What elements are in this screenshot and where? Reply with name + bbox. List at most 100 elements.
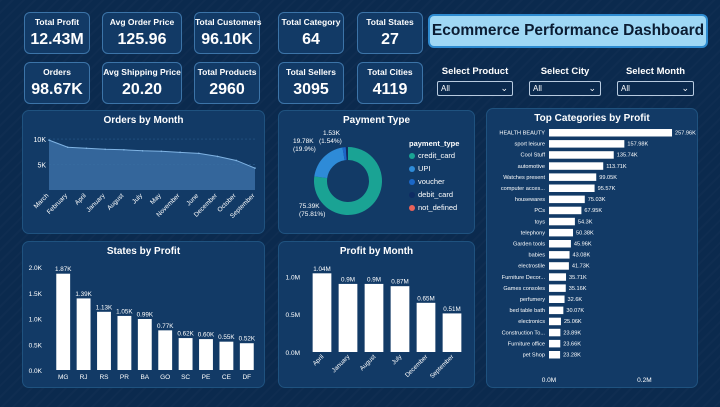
bar-value-label: 50.38K bbox=[576, 230, 594, 236]
bar-value-label: 0.77K bbox=[157, 323, 174, 330]
kpi-total-sellers: Total Sellers 3095 bbox=[278, 62, 344, 104]
x-tick-label: RJ bbox=[80, 374, 88, 381]
top-categories-panel: Top Categories by Profit HEALTH BEAUTY 25… bbox=[486, 108, 698, 388]
category-label: automotive bbox=[518, 164, 545, 170]
category-label: PCs bbox=[534, 208, 545, 214]
bar-value-label: 0.9M bbox=[341, 276, 355, 283]
category-bar bbox=[549, 129, 673, 137]
x-tick-label: August bbox=[359, 353, 378, 372]
chart-title: Profit by Month bbox=[339, 246, 414, 257]
y-tick-label: 0.5K bbox=[29, 342, 43, 349]
dropdown-value: All bbox=[621, 84, 630, 93]
kpi-label: Total Cities bbox=[367, 67, 413, 77]
pie-slice bbox=[345, 147, 348, 161]
bar-value-label: 99.05K bbox=[599, 175, 617, 181]
bar-value-label: 32.6K bbox=[568, 297, 583, 303]
kpi-value: 2960 bbox=[209, 81, 245, 98]
legend-item[interactable]: debit_card bbox=[409, 190, 459, 199]
kpi-total-category: Total Category 64 bbox=[278, 12, 344, 54]
bar-value-label: 1.05K bbox=[116, 308, 133, 315]
dropdown-value: All bbox=[533, 84, 542, 93]
payment-type-chart: 75.39K(75.81%) 19.78K(19.9%) 1.53K(1.54%) bbox=[293, 130, 382, 218]
kpi-value: 20.20 bbox=[121, 81, 163, 98]
month-bar bbox=[338, 283, 358, 352]
state-bar bbox=[178, 338, 193, 370]
category-bar bbox=[549, 217, 575, 226]
kpi-label: Total Category bbox=[281, 17, 341, 27]
bar-value-label: 257.96K bbox=[675, 131, 696, 137]
bar-value-label: 75.03K bbox=[588, 197, 606, 203]
x-tick-label: GO bbox=[160, 374, 170, 381]
bar-value-label: 67.95K bbox=[584, 208, 602, 214]
top-categories-chart: HEALTH BEAUTY 257.96K sport leisure 157.98K… bbox=[499, 129, 696, 384]
month-dropdown[interactable]: All ⌄ bbox=[617, 81, 694, 96]
data-point bbox=[85, 147, 88, 150]
category-label: Games consoles bbox=[503, 286, 545, 292]
legend-dot bbox=[409, 191, 415, 198]
kpi-label: Avg Order Price bbox=[109, 17, 175, 27]
x-tick-label: December bbox=[404, 353, 429, 378]
legend-label: not_defined bbox=[418, 203, 458, 212]
x-tick-label: April bbox=[74, 192, 89, 207]
legend-label: UPI bbox=[418, 164, 431, 173]
y-tick-label: 10K bbox=[34, 137, 47, 144]
month-bar bbox=[416, 302, 436, 352]
chevron-down-icon: ⌄ bbox=[500, 83, 508, 93]
x-tick-label: September bbox=[429, 353, 456, 380]
bar-value-label: 25.06K bbox=[564, 319, 582, 325]
category-bar bbox=[549, 173, 597, 181]
bar-value-label: 1.87K bbox=[55, 266, 72, 273]
kpi-total-products: Total Products 2960 bbox=[194, 62, 260, 104]
chart-title: Orders by Month bbox=[103, 115, 184, 126]
category-label: telephony bbox=[521, 230, 545, 236]
category-bar bbox=[549, 228, 574, 237]
state-bar bbox=[219, 341, 234, 370]
legend-item[interactable]: UPI bbox=[409, 164, 459, 173]
product-dropdown[interactable]: All ⌄ bbox=[437, 81, 513, 96]
legend-item[interactable]: credit_card bbox=[409, 151, 459, 160]
data-point bbox=[235, 159, 238, 162]
bar-value-label: 0.9M bbox=[367, 276, 381, 283]
category-label: babies bbox=[529, 253, 546, 259]
category-bar bbox=[549, 273, 567, 281]
chart-title: Payment Type bbox=[342, 115, 411, 126]
profit-by-month-chart: 1.0M 0.5M 0.0M 1.04M April 0.9M January 0.9M Aug… bbox=[286, 266, 462, 380]
month-bar bbox=[442, 313, 462, 352]
legend-title: payment_type bbox=[409, 139, 460, 148]
x-tick-label: MG bbox=[58, 374, 68, 381]
data-point bbox=[254, 167, 256, 169]
bar-value-label: 30.07K bbox=[566, 308, 584, 314]
kpi-label: Total Products bbox=[197, 67, 257, 77]
slicer-product: Select Product All ⌄ bbox=[433, 62, 517, 98]
category-bar bbox=[549, 140, 625, 148]
legend-label: debit_card bbox=[418, 190, 454, 199]
kpi-value: 12.43M bbox=[30, 31, 84, 48]
legend-item[interactable]: voucher bbox=[409, 177, 459, 186]
bar-value-label: 0.60K bbox=[198, 332, 215, 339]
city-dropdown[interactable]: All ⌄ bbox=[529, 81, 601, 96]
bar-value-label: 23.89K bbox=[563, 330, 581, 336]
category-label: housewares bbox=[515, 197, 545, 203]
month-bar bbox=[364, 283, 384, 352]
x-tick-label: DF bbox=[242, 374, 251, 381]
payment-legend: payment_type credit_card UPI voucher deb… bbox=[409, 139, 459, 216]
kpi-total-profit: Total Profit 12.43M bbox=[24, 12, 90, 54]
kpi-value: 64 bbox=[302, 31, 320, 48]
category-bar bbox=[549, 195, 585, 204]
bar-value-label: 0.51M bbox=[443, 306, 461, 313]
kpi-value: 96.10K bbox=[201, 31, 253, 48]
category-label: Cool Stuff bbox=[521, 153, 546, 159]
bar-value-label: 157.98K bbox=[627, 142, 648, 148]
chart-title: States by Profit bbox=[106, 246, 181, 257]
slicer-city: Select City All ⌄ bbox=[525, 62, 605, 98]
category-label: computer acces... bbox=[501, 186, 546, 192]
states-by-profit-panel: States by Profit 2.0K 1.5K 1.0K 0.5K 0.0K 1.8… bbox=[22, 241, 265, 388]
data-label: 75.39K bbox=[299, 203, 320, 210]
month-bar bbox=[312, 273, 332, 352]
legend-item[interactable]: not_defined bbox=[409, 203, 459, 212]
chevron-down-icon: ⌄ bbox=[681, 83, 689, 93]
pie-slice bbox=[314, 147, 382, 215]
data-point bbox=[48, 139, 50, 141]
y-tick-label: 0.0M bbox=[286, 350, 300, 357]
category-label: Furniture office bbox=[508, 341, 545, 347]
